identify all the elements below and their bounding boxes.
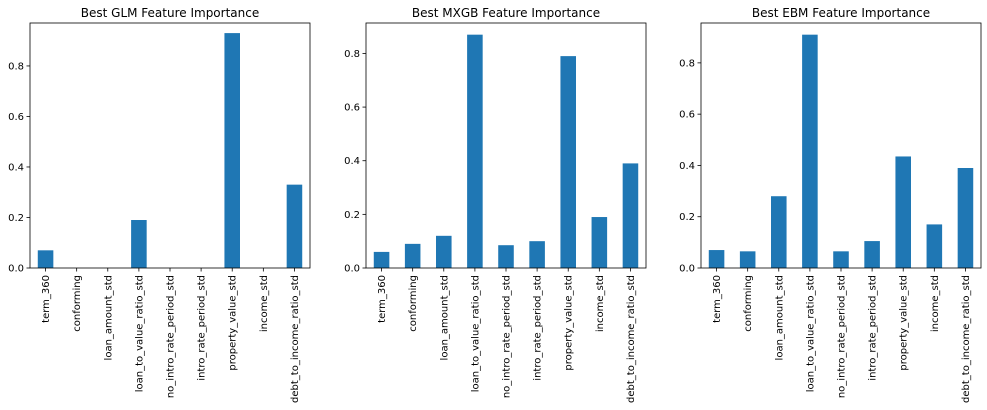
- x-tick-label: no_intro_rate_period_std: [502, 275, 513, 398]
- x-tick-label: loan_amount_std: [103, 275, 114, 360]
- y-tick-label: 0.6: [8, 112, 24, 123]
- bar-term-360: [708, 250, 725, 268]
- y-tick-label: 0.8: [8, 61, 24, 72]
- chart-panel-ebm: Best EBM Feature Importance 0.0 0.2 0.4 0.6…: [679, 6, 982, 403]
- axes-frame: [700, 22, 982, 269]
- chart-panel-glm: Best GLM Feature Importance 0.0 0.2 0.4 0.6…: [8, 6, 311, 403]
- bar-loan-to-value-ratio-std: [131, 220, 147, 268]
- x-tick-label: income_std: [595, 275, 606, 332]
- bar-debt-to-income-ratio-std: [286, 184, 303, 268]
- chart-title: Best EBM Feature Importance: [752, 6, 930, 20]
- axes-frame: [29, 22, 311, 269]
- x-tick-label: intro_rate_period_std: [197, 275, 208, 381]
- x-tick-label: term_360: [41, 275, 52, 323]
- y-tick-label: 0.0: [679, 264, 695, 275]
- bar-loan-to-value-ratio-std: [802, 34, 818, 268]
- x-tick-label: conforming: [72, 275, 83, 332]
- x-tick-label: debt_to_income_ratio_std: [961, 275, 972, 403]
- y-tick-label: 0.0: [8, 264, 24, 275]
- y-tick-label: 0.6: [344, 103, 360, 114]
- x-tick-label: loan_amount_std: [439, 275, 450, 360]
- bar-loan-amount-std: [771, 196, 787, 268]
- x-tick-label: no_intro_rate_period_std: [166, 275, 177, 398]
- x-tick-label: loan_amount_std: [774, 275, 785, 360]
- x-tick-label: income_std: [930, 275, 941, 332]
- bar-property-value-std: [895, 156, 911, 268]
- x-tick-label: conforming: [743, 275, 754, 332]
- bar-income-std: [926, 224, 943, 268]
- y-tick-label: 0.2: [679, 212, 695, 223]
- bar-intro-rate-period-std: [529, 241, 545, 268]
- x-tick-label: intro_rate_period_std: [868, 275, 879, 381]
- bar-income-std: [591, 217, 608, 268]
- x-tick-label: income_std: [259, 275, 270, 332]
- y-tick-label: 0.8: [344, 49, 360, 60]
- chart-title: Best MXGB Feature Importance: [412, 6, 600, 20]
- y-tick-label: 0.6: [679, 110, 695, 121]
- y-tick-label: 0.2: [344, 210, 360, 221]
- chart-panel-mxgb: Best MXGB Feature Importance 0.0 0.2 0.4 0.…: [344, 6, 647, 403]
- y-tick-label: 0.8: [679, 58, 695, 69]
- y-tick-label: 0.0: [344, 264, 360, 275]
- bar-no-intro-rate-period-std: [498, 245, 514, 268]
- chart-title: Best GLM Feature Importance: [81, 6, 259, 20]
- y-tick-label: 0.2: [8, 213, 24, 224]
- y-tick-label: 0.4: [8, 162, 24, 173]
- bar-no-intro-rate-period-std: [833, 251, 849, 268]
- x-tick-label: debt_to_income_ratio_std: [290, 275, 301, 403]
- x-tick-label: property_value_std: [564, 275, 575, 371]
- x-tick-label: debt_to_income_ratio_std: [626, 275, 637, 403]
- bar-term-360: [37, 250, 54, 268]
- x-tick-label: term_360: [712, 275, 723, 323]
- x-tick-label: no_intro_rate_period_std: [837, 275, 848, 398]
- y-tick-label: 0.4: [679, 161, 695, 172]
- bar-debt-to-income-ratio-std: [622, 163, 639, 268]
- x-tick-label: conforming: [408, 275, 419, 332]
- bar-debt-to-income-ratio-std: [957, 168, 974, 268]
- bar-loan-amount-std: [436, 235, 452, 268]
- x-tick-label: intro_rate_period_std: [533, 275, 544, 381]
- x-tick-label: term_360: [377, 275, 388, 323]
- bar-intro-rate-period-std: [864, 241, 880, 268]
- x-tick-label: loan_to_value_ratio_std: [470, 275, 481, 392]
- x-tick-label: property_value_std: [228, 275, 239, 371]
- x-tick-label: loan_to_value_ratio_std: [805, 275, 816, 392]
- y-tick-label: 0.4: [344, 156, 360, 167]
- axes-frame: [365, 22, 647, 269]
- bar-property-value-std: [224, 33, 240, 268]
- bar-conforming: [404, 243, 421, 268]
- bar-conforming: [739, 251, 756, 268]
- bar-loan-to-value-ratio-std: [467, 34, 483, 268]
- x-tick-label: property_value_std: [899, 275, 910, 371]
- bar-term-360: [373, 251, 390, 268]
- bar-property-value-std: [560, 56, 576, 269]
- x-tick-label: loan_to_value_ratio_std: [134, 275, 145, 392]
